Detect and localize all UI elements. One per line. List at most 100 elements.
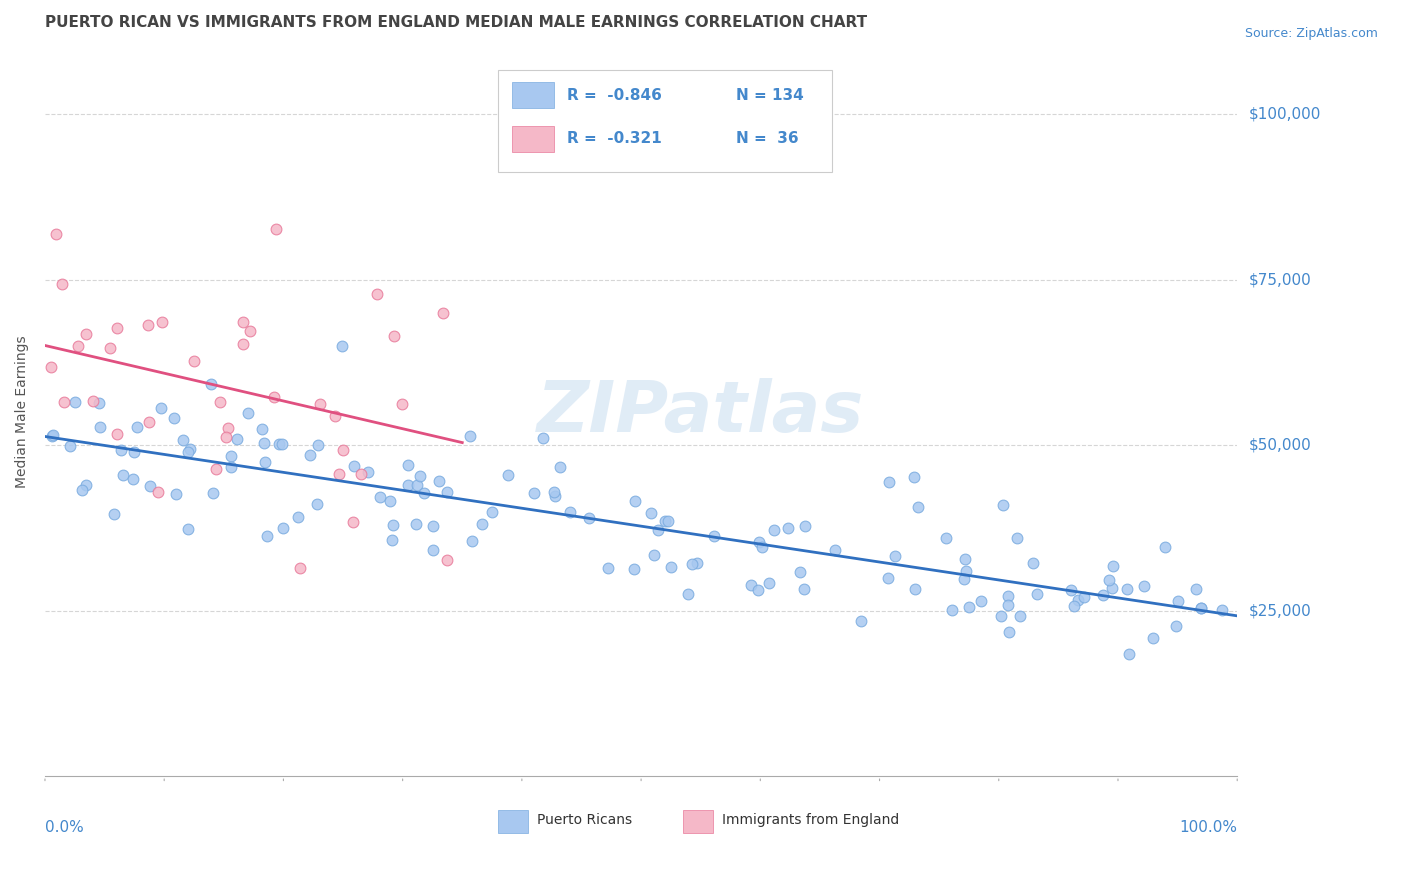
Point xyxy=(232,315,254,329)
Point xyxy=(138,416,160,430)
Point xyxy=(239,324,262,338)
Point xyxy=(270,436,292,450)
Point xyxy=(75,326,97,341)
Point xyxy=(342,515,364,529)
Point xyxy=(42,428,65,442)
Point xyxy=(703,529,725,543)
Point xyxy=(1026,587,1049,601)
Point xyxy=(253,436,276,450)
Text: 100.0%: 100.0% xyxy=(1180,820,1237,835)
Point xyxy=(162,411,184,425)
Point xyxy=(640,506,662,520)
Point xyxy=(256,529,278,543)
Point xyxy=(307,438,329,452)
Point xyxy=(1063,599,1085,614)
Point xyxy=(763,523,786,537)
Point xyxy=(903,470,925,484)
Point xyxy=(41,429,63,443)
Point xyxy=(89,420,111,434)
Point xyxy=(122,445,145,459)
Text: R =  -0.321: R = -0.321 xyxy=(567,131,662,146)
Point xyxy=(368,490,391,504)
Point xyxy=(907,500,929,514)
Text: R =  -0.846: R = -0.846 xyxy=(567,87,662,103)
Point xyxy=(232,337,254,351)
Point xyxy=(328,467,350,482)
Point xyxy=(751,540,773,554)
Point xyxy=(103,507,125,521)
Point xyxy=(955,565,977,579)
Point xyxy=(391,396,413,410)
Point xyxy=(105,426,128,441)
Point xyxy=(309,397,332,411)
FancyBboxPatch shape xyxy=(512,126,554,152)
Point xyxy=(1167,593,1189,607)
Point xyxy=(110,442,132,457)
Point xyxy=(1073,590,1095,604)
Point xyxy=(1010,608,1032,623)
Point xyxy=(150,316,173,330)
Point xyxy=(1185,582,1208,596)
Point xyxy=(204,462,226,476)
Text: PUERTO RICAN VS IMMIGRANTS FROM ENGLAND MEDIAN MALE EARNINGS CORRELATION CHART: PUERTO RICAN VS IMMIGRANTS FROM ENGLAND … xyxy=(45,15,868,30)
Point xyxy=(471,517,494,532)
Point xyxy=(380,494,402,508)
Point xyxy=(1102,559,1125,574)
Point xyxy=(1189,601,1212,615)
Point xyxy=(396,458,419,472)
Point xyxy=(215,430,238,444)
Point xyxy=(997,590,1019,604)
Point xyxy=(409,469,432,483)
Point xyxy=(350,467,373,481)
Point xyxy=(111,468,134,483)
Point xyxy=(263,390,285,404)
Point xyxy=(58,439,80,453)
Point xyxy=(941,603,963,617)
Point xyxy=(548,460,571,475)
Text: N = 134: N = 134 xyxy=(737,87,804,103)
Point xyxy=(747,583,769,598)
Point xyxy=(461,533,484,548)
Point xyxy=(676,587,699,601)
FancyBboxPatch shape xyxy=(683,810,713,833)
Point xyxy=(643,548,665,562)
Point xyxy=(578,511,600,525)
Point xyxy=(531,432,554,446)
Point xyxy=(51,277,73,291)
Point xyxy=(596,561,619,575)
Point xyxy=(53,394,76,409)
Text: $100,000: $100,000 xyxy=(1249,106,1320,121)
Point xyxy=(226,432,249,446)
Point xyxy=(1101,581,1123,595)
Point xyxy=(481,505,503,519)
Point xyxy=(849,615,872,629)
Point xyxy=(250,422,273,436)
Point xyxy=(544,489,567,503)
Point xyxy=(209,395,232,409)
Point xyxy=(789,565,811,579)
Point xyxy=(1118,647,1140,661)
Point xyxy=(1166,619,1188,633)
Point xyxy=(543,485,565,500)
Point xyxy=(357,465,380,479)
FancyBboxPatch shape xyxy=(498,810,527,833)
Point xyxy=(217,421,239,435)
Point xyxy=(436,553,458,567)
Text: $75,000: $75,000 xyxy=(1249,272,1310,287)
Point xyxy=(382,518,405,533)
Point xyxy=(405,516,427,531)
Point xyxy=(219,460,242,475)
Point xyxy=(405,478,427,492)
Point xyxy=(659,559,682,574)
Point xyxy=(686,556,709,570)
Point xyxy=(904,582,927,596)
Point xyxy=(1142,632,1164,646)
Point xyxy=(290,561,312,575)
Point xyxy=(1060,583,1083,598)
Text: Puerto Ricans: Puerto Ricans xyxy=(537,813,633,827)
Point xyxy=(381,533,404,547)
Point xyxy=(39,360,62,375)
Point xyxy=(150,401,173,415)
Point xyxy=(1154,540,1177,554)
Point xyxy=(970,594,993,608)
